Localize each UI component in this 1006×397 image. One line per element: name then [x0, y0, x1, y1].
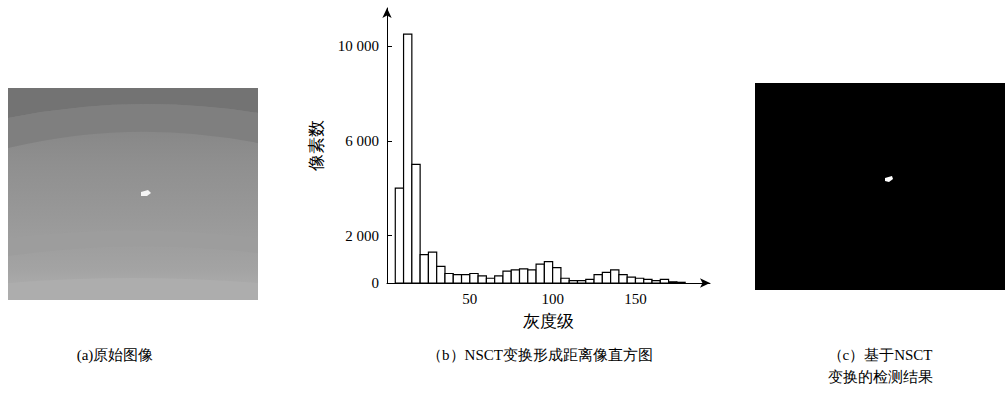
svg-text:10 000: 10 000 [338, 38, 379, 54]
svg-text:50: 50 [462, 291, 477, 307]
html-text:（b）NSCT变换形成距离像直方图: （b）NSCT变换形成距离像直方图 [427, 347, 653, 363]
svg-text:100: 100 [541, 291, 564, 307]
html-text:（c）基于NSCT: （c）基于NSCT [827, 347, 933, 363]
svg-text:150: 150 [624, 291, 647, 307]
svg-text:像素数: 像素数 [307, 120, 326, 171]
html-text:(a)原始图像: (a)原始图像 [76, 347, 154, 363]
svg-text:0: 0 [372, 275, 380, 291]
svg-text:灰度级: 灰度级 [523, 312, 574, 331]
svg-text:6 000: 6 000 [345, 133, 379, 149]
svg-text:2 000: 2 000 [345, 228, 379, 244]
html-text:变换的检测结果: 变换的检测结果 [827, 369, 933, 385]
